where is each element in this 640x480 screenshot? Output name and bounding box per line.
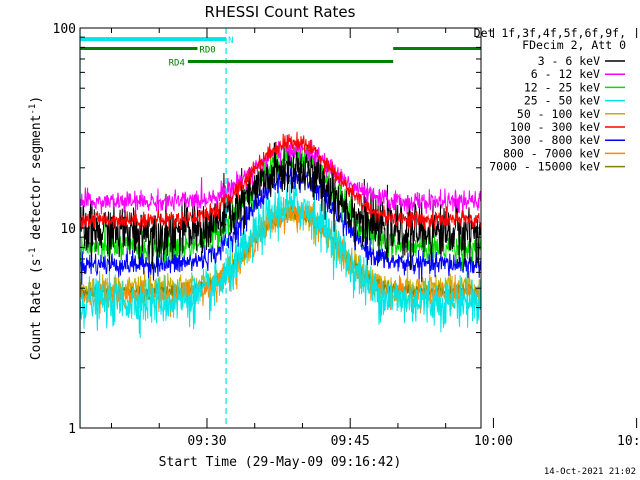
- x-tick-label: 10:15: [617, 434, 640, 449]
- y-axis-label: Count Rate (s-1 detector segment-1): [28, 96, 44, 360]
- legend-header: Det 1f,3f,4f,5f,6f,9f,: [474, 26, 626, 40]
- legend-entry-label: 7000 - 15000 keV: [489, 160, 600, 174]
- legend-header: FDecim 2, Att 0: [522, 38, 626, 52]
- y-axis-label-part: -1: [28, 248, 38, 259]
- x-tick-label: 10:00: [474, 434, 513, 449]
- y-tick-label: 100: [53, 22, 76, 37]
- legend: Det 1f,3f,4f,5f,6f,9f,FDecim 2, Att 0 3 -…: [474, 26, 626, 174]
- y-axis-label-part: -1: [28, 104, 38, 115]
- x-tick-label: 09:45: [331, 434, 370, 449]
- series-layer: [80, 131, 481, 338]
- y-tick-label: 1: [68, 422, 76, 437]
- x-axis-label: Start Time (29-May-09 09:16:42): [159, 455, 402, 470]
- x-tick-label: 09:30: [187, 434, 226, 449]
- series-line: [80, 135, 481, 218]
- y-axis-label-part: detector segment: [29, 115, 44, 248]
- legend-entry-label: 3 - 6 keV: [538, 54, 600, 68]
- annotation-layer: N RD0 RD4: [80, 28, 481, 428]
- chart-title: RHESSI Count Rates: [205, 3, 356, 21]
- y-tick-label: 10: [60, 222, 76, 237]
- legend-entry-label: 300 - 800 keV: [510, 133, 600, 147]
- legend-entry-label: 6 - 12 keV: [531, 67, 600, 81]
- series-line: [80, 167, 481, 285]
- annotation-label: RD0: [199, 45, 215, 55]
- legend-entry-label: 100 - 300 keV: [510, 120, 600, 134]
- y-axis-label-part: ): [29, 96, 44, 104]
- series-line: [80, 131, 481, 231]
- annotation-label: N: [228, 36, 233, 46]
- footer-timestamp: 14-Oct-2021 21:02: [544, 467, 636, 477]
- annotation-label: RD4: [169, 58, 185, 68]
- y-axis-label-part: Count Rate (s: [29, 258, 44, 360]
- legend-entry-label: 800 - 7000 keV: [503, 146, 600, 160]
- legend-entry-label: 50 - 100 keV: [517, 107, 600, 121]
- legend-entry-label: 12 - 25 keV: [524, 80, 600, 94]
- legend-entry-label: 25 - 50 keV: [524, 94, 600, 108]
- series-line: [80, 179, 481, 338]
